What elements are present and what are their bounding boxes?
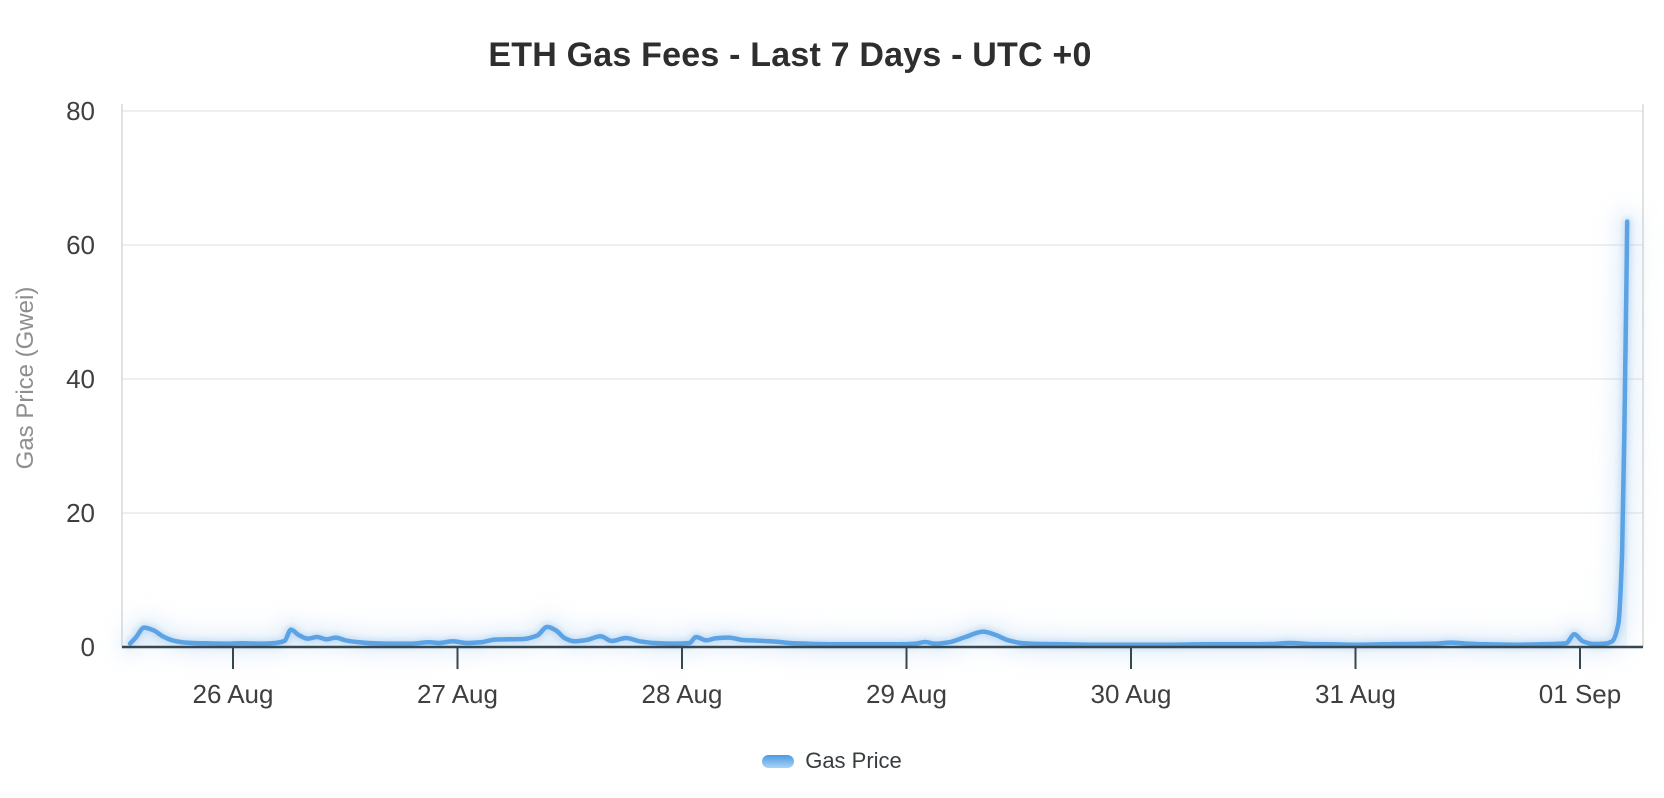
- y-tick-label: 0: [81, 632, 95, 662]
- plot-edges-group: [121, 104, 1644, 647]
- chart-title: ETH Gas Fees - Last 7 Days - UTC +0: [488, 36, 1092, 74]
- x-tick-label: 27 Aug: [417, 679, 498, 709]
- x-tick-label: 01 Sep: [1539, 679, 1621, 709]
- legend-marker-icon: [762, 754, 795, 768]
- gridlines-group: [122, 110, 1643, 514]
- gas-price-line[interactable]: [127, 219, 1630, 647]
- x-tick-label: 31 Aug: [1315, 679, 1396, 709]
- x-tick-label: 28 Aug: [642, 679, 723, 709]
- legend-label: Gas Price: [805, 748, 902, 773]
- axis-labels-group: 26 Aug 27 Aug 28 Aug 29 Aug 30 Aug 31 Aug 01 S…: [66, 96, 1621, 709]
- x-tick-label: 30 Aug: [1091, 679, 1172, 709]
- y-axis-title: Gas Price (Gwei): [12, 287, 39, 470]
- y-tick-label: 40: [66, 364, 95, 394]
- x-tick-label: 26 Aug: [193, 679, 274, 709]
- legend: Gas Price: [0, 748, 1664, 774]
- axes-group: [122, 645, 1643, 669]
- y-tick-label: 60: [66, 230, 95, 260]
- series-group: [117, 208, 1641, 658]
- x-tick-label: 29 Aug: [866, 679, 947, 709]
- y-tick-label: 20: [66, 498, 95, 528]
- legend-item-gas-price[interactable]: Gas Price: [762, 748, 902, 774]
- plot-area[interactable]: [122, 104, 1643, 647]
- y-tick-label: 80: [66, 96, 95, 126]
